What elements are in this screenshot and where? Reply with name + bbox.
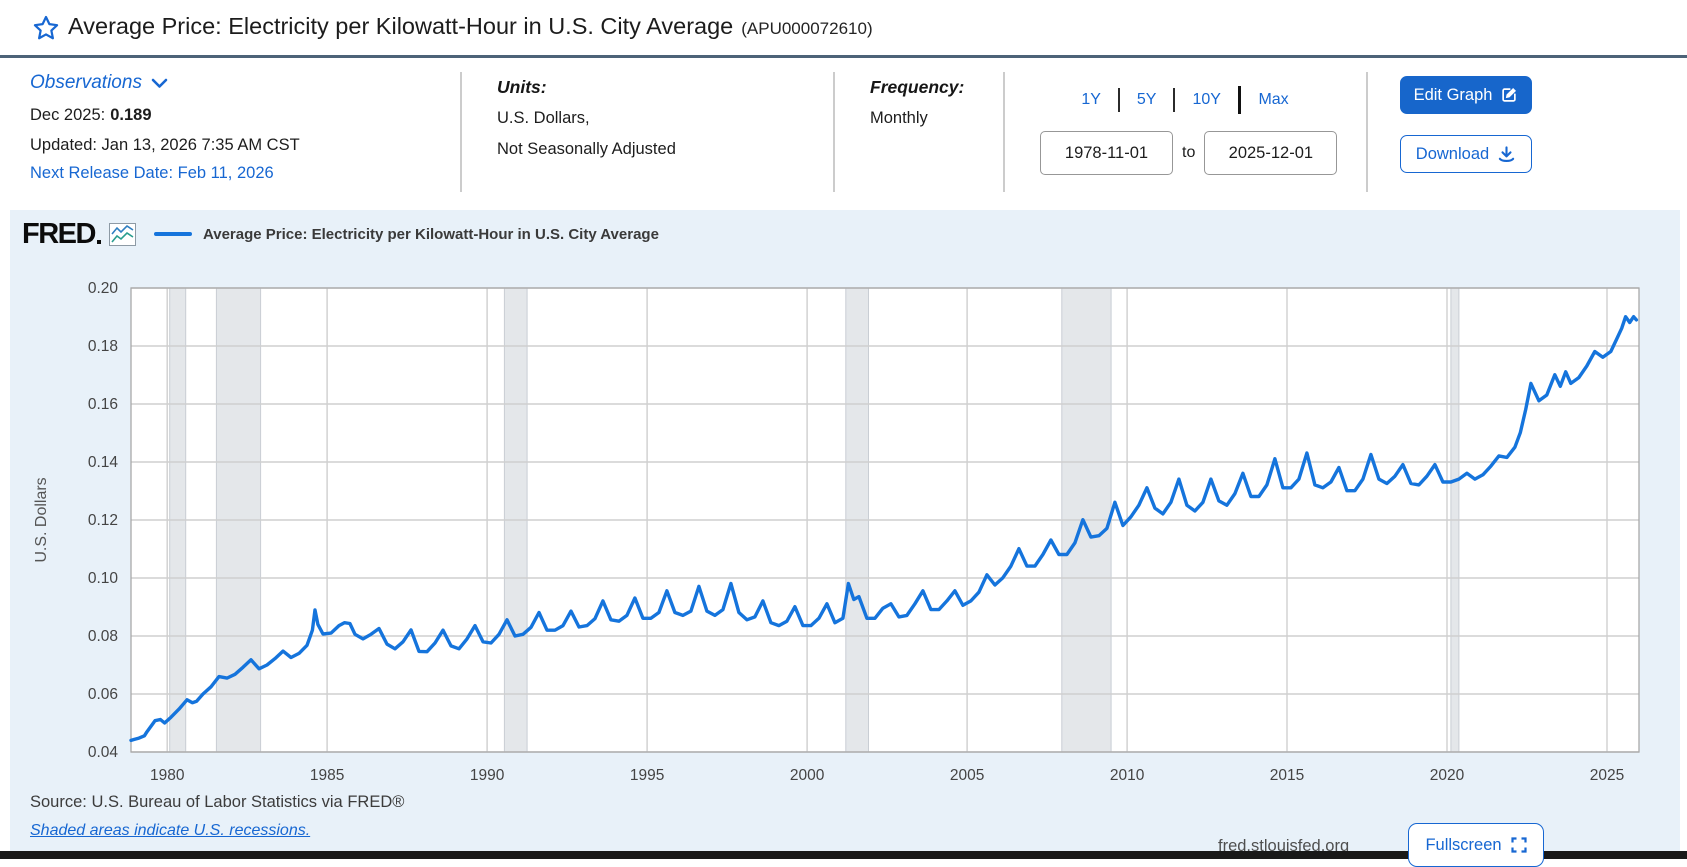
- frequency-label: Frequency:: [870, 77, 965, 97]
- y-tick-label: 0.04: [88, 744, 119, 761]
- y-tick-label: 0.06: [88, 686, 118, 703]
- range-options: 1Y 5Y 10Y Max: [1020, 86, 1350, 114]
- y-tick-label: 0.12: [88, 512, 118, 529]
- next-release-link[interactable]: Next Release Date: Feb 11, 2026: [30, 164, 274, 182]
- edit-icon: [1502, 87, 1517, 102]
- frequency-value: Monthly: [870, 109, 928, 127]
- chart-header: FRED Average Price: Electricity per Kilo…: [22, 218, 659, 250]
- updated-text: Updated: Jan 13, 2026 7:35 AM CST: [30, 136, 300, 154]
- title-divider: [0, 55, 1687, 58]
- y-tick-label: 0.10: [88, 570, 119, 587]
- price-chart-svg: 1980 1985 1990 1995 2000 2005 2010 2015 2020 2025…: [33, 280, 1640, 784]
- range-separator: [1237, 86, 1242, 114]
- x-tick-label: 1995: [630, 767, 664, 784]
- series-id: (APU000072610): [741, 19, 873, 38]
- page-title: Average Price: Electricity per Kilowatt-…: [68, 13, 873, 40]
- legend-label: Average Price: Electricity per Kilowatt-…: [202, 225, 659, 243]
- y-tick-label: 0.14: [88, 454, 119, 471]
- x-tick-label: 2015: [1270, 767, 1304, 784]
- x-tick-label: 2020: [1430, 767, 1465, 784]
- units-value-line2: Not Seasonally Adjusted: [497, 140, 676, 158]
- latest-period: Dec 2025:: [30, 106, 106, 124]
- x-tick-label: 1990: [470, 767, 505, 784]
- end-date-input[interactable]: [1204, 131, 1338, 175]
- range-option-10y[interactable]: 10Y: [1192, 91, 1221, 108]
- bottom-edge-bar: [0, 851, 1687, 859]
- meta-separator: [1003, 72, 1005, 192]
- favorite-star-icon[interactable]: [32, 14, 60, 42]
- y-tick-label: 0.16: [88, 396, 118, 413]
- y-axis-label: U.S. Dollars: [33, 477, 50, 562]
- to-label: to: [1182, 144, 1196, 161]
- chart-container: 1980 1985 1990 1995 2000 2005 2010 2015 2020 2025…: [10, 210, 1680, 867]
- fred-chart-icon: [108, 222, 136, 246]
- latest-value: 0.189: [110, 106, 152, 124]
- series-title: Average Price: Electricity per Kilowatt-…: [68, 13, 734, 39]
- units-block: Units: U.S. Dollars, Not Seasonally Adju…: [497, 72, 676, 165]
- y-tick-label: 0.20: [88, 280, 119, 297]
- meta-separator: [1366, 72, 1368, 192]
- x-tick-label: 1980: [150, 767, 185, 784]
- action-buttons: Edit Graph Download: [1400, 76, 1532, 173]
- title-bar: Average Price: Electricity per Kilowatt-…: [0, 0, 1687, 56]
- range-option-1y[interactable]: 1Y: [1081, 91, 1101, 108]
- observations-dropdown[interactable]: Observations: [30, 72, 168, 94]
- fullscreen-label: Fullscreen: [1425, 835, 1502, 854]
- fred-logo-registered-dot: [96, 240, 101, 244]
- recession-note-link[interactable]: Shaded areas indicate U.S. recessions.: [30, 822, 311, 839]
- edit-graph-label: Edit Graph: [1413, 85, 1493, 104]
- y-tick-label: 0.18: [88, 338, 118, 355]
- x-tick-label: 2010: [1110, 767, 1145, 784]
- y-tick-label: 0.08: [88, 628, 118, 645]
- download-label: Download: [1415, 144, 1490, 163]
- date-range-inputs: to: [1040, 131, 1338, 175]
- x-tick-label: 2025: [1590, 767, 1624, 784]
- range-option-5y[interactable]: 5Y: [1136, 91, 1157, 108]
- x-tick-label: 2000: [790, 767, 825, 784]
- fullscreen-button[interactable]: Fullscreen: [1408, 823, 1544, 867]
- range-separator: [1117, 88, 1120, 112]
- legend-line-swatch: [153, 231, 192, 237]
- edit-graph-button[interactable]: Edit Graph: [1400, 76, 1532, 114]
- site-url: fred.stlouisfed.org: [1218, 837, 1350, 855]
- range-separator: [1173, 88, 1176, 112]
- units-value-line1: U.S. Dollars,: [497, 109, 590, 127]
- plot-border: [130, 287, 1640, 753]
- source-note: Source: U.S. Bureau of Labor Statistics …: [30, 793, 405, 811]
- observations-label: Observations: [30, 72, 142, 93]
- download-button[interactable]: Download: [1400, 135, 1532, 173]
- start-date-input[interactable]: [1040, 131, 1173, 175]
- chevron-down-icon: [151, 78, 168, 88]
- x-tick-label: 2005: [950, 767, 984, 784]
- price-line: [129, 314, 1639, 743]
- frequency-block: Frequency: Monthly: [870, 72, 964, 134]
- meta-separator: [460, 72, 462, 192]
- download-icon: [1498, 145, 1515, 162]
- fullscreen-icon: [1510, 837, 1527, 853]
- range-option-max[interactable]: Max: [1258, 91, 1289, 108]
- x-tick-label: 1985: [310, 767, 344, 784]
- latest-observation: Dec 2025: 0.189: [30, 106, 152, 125]
- fred-logo: FRED: [22, 218, 96, 250]
- units-label: Units:: [497, 77, 547, 97]
- meta-separator: [833, 72, 835, 192]
